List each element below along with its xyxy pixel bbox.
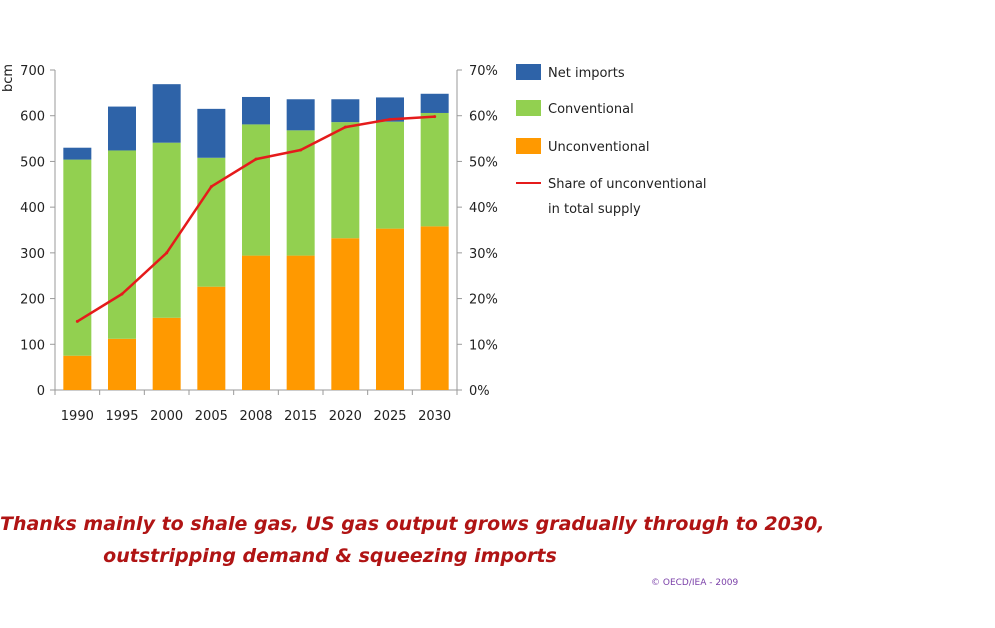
share-point	[433, 115, 437, 119]
bar-unconventional	[420, 226, 449, 390]
y-tick-label: 300	[20, 247, 45, 262]
share-point	[209, 185, 213, 189]
bar-net-imports	[63, 147, 92, 160]
chart-legend: Net imports Conventional Unconventional Sha…	[516, 64, 707, 217]
bar-unconventional	[242, 255, 270, 390]
x-tick-label: 2025	[373, 409, 406, 424]
y-tick-label: 200	[20, 293, 45, 308]
bar-conventional	[420, 112, 449, 227]
bar-conventional	[376, 121, 404, 229]
bar-conventional	[242, 124, 270, 256]
share-point	[388, 117, 392, 121]
share-point	[299, 148, 303, 152]
y-axis-title: bcm	[1, 64, 16, 92]
y2-tick-label: 30%	[469, 247, 498, 262]
x-tick-label: 2015	[284, 409, 317, 424]
bar-net-imports	[331, 99, 360, 123]
y-tick-label: 400	[20, 201, 45, 216]
share-point	[254, 157, 258, 161]
legend-label: Share of unconventional	[548, 177, 707, 192]
y2-tick-label: 60%	[469, 110, 498, 125]
share-point	[343, 125, 347, 129]
x-tick-label: 2008	[239, 409, 272, 424]
y2-tick-label: 10%	[469, 338, 498, 353]
bar-net-imports	[242, 96, 270, 125]
bar-net-imports	[286, 99, 315, 131]
x-tick-label: 1990	[61, 409, 94, 424]
bar-unconventional	[376, 228, 404, 390]
bar-net-imports	[152, 84, 181, 143]
share-line-group	[75, 115, 437, 323]
legend-swatch	[516, 64, 541, 80]
legend-label: Unconventional	[548, 140, 650, 155]
bar-conventional	[63, 159, 92, 356]
bar-conventional	[331, 122, 360, 239]
y2-tick-label: 40%	[469, 201, 498, 216]
legend-label: Net imports	[548, 66, 625, 81]
legend-swatch	[516, 138, 541, 154]
y2-tick-label: 70%	[469, 64, 498, 79]
bar-unconventional	[331, 238, 360, 390]
x-tick-label: 2020	[329, 409, 362, 424]
x-tick-label: 2000	[150, 409, 183, 424]
bar-unconventional	[108, 338, 136, 390]
y-tick-label: 700	[20, 64, 45, 79]
bar-unconventional	[63, 355, 92, 390]
bar-group	[63, 84, 449, 390]
x-tick-label: 2005	[195, 409, 228, 424]
share-point	[120, 292, 124, 296]
legend-swatch	[516, 100, 541, 116]
bar-conventional	[108, 150, 136, 339]
bar-net-imports	[108, 106, 136, 151]
share-point	[75, 319, 79, 323]
y-tick-label: 0	[37, 384, 45, 399]
bar-unconventional	[197, 286, 226, 390]
share-point	[165, 251, 169, 255]
y2-tick-label: 50%	[469, 155, 498, 170]
y2-tick-label: 20%	[469, 293, 498, 308]
bar-conventional	[152, 142, 181, 318]
caption-line-2: outstripping demand & squeezing imports	[103, 545, 557, 567]
y-tick-label: 600	[20, 110, 45, 125]
y-tick-label: 500	[20, 155, 45, 170]
chart-axes: 0 100 200 300 400 500 600 700 0% 10% 20% 30% 40% 50% 6…	[1, 64, 498, 424]
bar-net-imports	[197, 108, 226, 158]
y2-tick-label: 0%	[469, 384, 490, 399]
bar-conventional	[197, 157, 226, 287]
bar-unconventional	[152, 317, 181, 390]
y-tick-label: 100	[20, 338, 45, 353]
legend-label: in total supply	[548, 202, 641, 217]
bar-net-imports	[420, 93, 449, 113]
copyright-notice: © OECD/IEA - 2009	[651, 578, 739, 588]
legend-label: Conventional	[548, 102, 634, 117]
x-tick-label: 2030	[418, 409, 451, 424]
caption-line-1: Thanks mainly to shale gas, US gas outpu…	[0, 513, 825, 535]
bar-unconventional	[286, 255, 315, 390]
x-tick-label: 1995	[105, 409, 138, 424]
